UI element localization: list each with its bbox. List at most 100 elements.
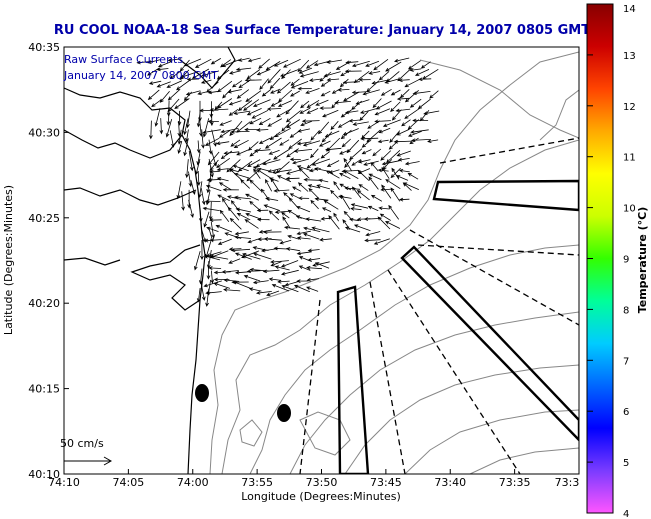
current-vector (296, 279, 309, 283)
current-vector (229, 70, 241, 75)
current-vector (288, 138, 302, 150)
x-tick-label: 74:10 (48, 476, 80, 489)
current-vector (208, 266, 222, 270)
current-vector (246, 269, 261, 274)
current-vector (216, 98, 233, 109)
current-vector (324, 147, 342, 152)
current-vector (305, 217, 322, 222)
current-vector (277, 279, 290, 284)
y-tick-label: 40:25 (28, 212, 60, 225)
current-vector (167, 98, 180, 113)
current-vector (200, 79, 212, 84)
current-vector (322, 109, 339, 118)
current-vector (357, 159, 371, 164)
current-vector (209, 169, 220, 174)
current-vector (200, 188, 206, 206)
current-vector (301, 119, 320, 123)
current-vector (380, 88, 392, 96)
current-vector (227, 89, 242, 94)
current-vector (285, 110, 301, 123)
current-vector (339, 183, 352, 191)
current-vector (282, 216, 291, 229)
current-vector (286, 119, 301, 129)
current-vector (370, 194, 383, 202)
current-vector (274, 127, 291, 138)
current-vector (221, 269, 239, 274)
current-vector (195, 158, 201, 176)
current-vector (321, 207, 332, 212)
coastline (64, 47, 236, 474)
current-vector (237, 160, 253, 172)
current-vector (351, 60, 370, 68)
current-vector (343, 210, 352, 219)
current-vector (276, 81, 291, 94)
current-vector (154, 108, 161, 127)
current-vector (243, 99, 260, 111)
current-vector (217, 238, 232, 245)
current-vector (285, 100, 299, 115)
current-vector (218, 130, 231, 138)
current-vector (203, 280, 222, 288)
current-vector (233, 110, 251, 115)
current-vector (247, 57, 261, 63)
current-vector (249, 148, 261, 157)
current-vector (234, 252, 252, 260)
colorbar-ticks: 4 5 6 7 8 9 10 11 12 13 14 (587, 3, 636, 519)
current-vector (296, 230, 311, 236)
current-vector (276, 175, 292, 183)
current-vector (223, 287, 241, 292)
current-vector (230, 139, 241, 147)
current-vector (176, 181, 182, 200)
current-vector (409, 137, 419, 145)
y-tick-label: 40:15 (28, 383, 60, 396)
current-vector (210, 58, 222, 65)
current-vector (149, 120, 153, 140)
current-vector (263, 204, 281, 211)
y-tick-label: 40:10 (28, 468, 60, 481)
current-vector (324, 130, 340, 138)
dashed-lines (299, 137, 579, 474)
current-vector (266, 290, 280, 297)
current-vector (242, 252, 261, 260)
current-vector (282, 58, 301, 68)
current-vector (190, 180, 196, 195)
current-vector (222, 88, 232, 99)
current-vector (296, 236, 311, 240)
current-vector (166, 111, 171, 126)
current-vector (258, 58, 270, 69)
current-vector (318, 178, 329, 183)
current-vector (151, 99, 162, 108)
current-vector (177, 129, 182, 145)
current-vector (235, 67, 252, 72)
current-vector (204, 238, 222, 243)
current-vector (291, 186, 302, 192)
current-vector (310, 199, 319, 210)
current-vector (289, 193, 301, 200)
current-vector (348, 217, 360, 222)
current-vector (391, 167, 400, 180)
current-vector (271, 284, 290, 292)
current-vector (407, 119, 420, 130)
current-vector (267, 118, 282, 127)
current-vector (233, 172, 250, 179)
current-vector (216, 157, 231, 168)
current-vector (266, 107, 281, 111)
current-vector (281, 121, 292, 132)
current-vector (372, 98, 382, 109)
current-vector (205, 291, 222, 295)
current-vector (344, 226, 361, 233)
colorbar-tick-label: 10 (623, 204, 636, 215)
current-vector (273, 59, 289, 67)
x-axis-label: Longitude (Degrees:Minutes) (241, 490, 401, 503)
current-vector (279, 239, 292, 245)
current-vector (404, 161, 420, 166)
current-vector (198, 181, 203, 199)
current-vector (417, 98, 431, 110)
current-vector (298, 167, 310, 179)
current-vector (270, 88, 281, 94)
current-vector (261, 88, 272, 97)
current-vector (209, 218, 222, 222)
current-vector (384, 78, 399, 84)
current-vector (248, 287, 262, 292)
current-vector (361, 139, 372, 148)
